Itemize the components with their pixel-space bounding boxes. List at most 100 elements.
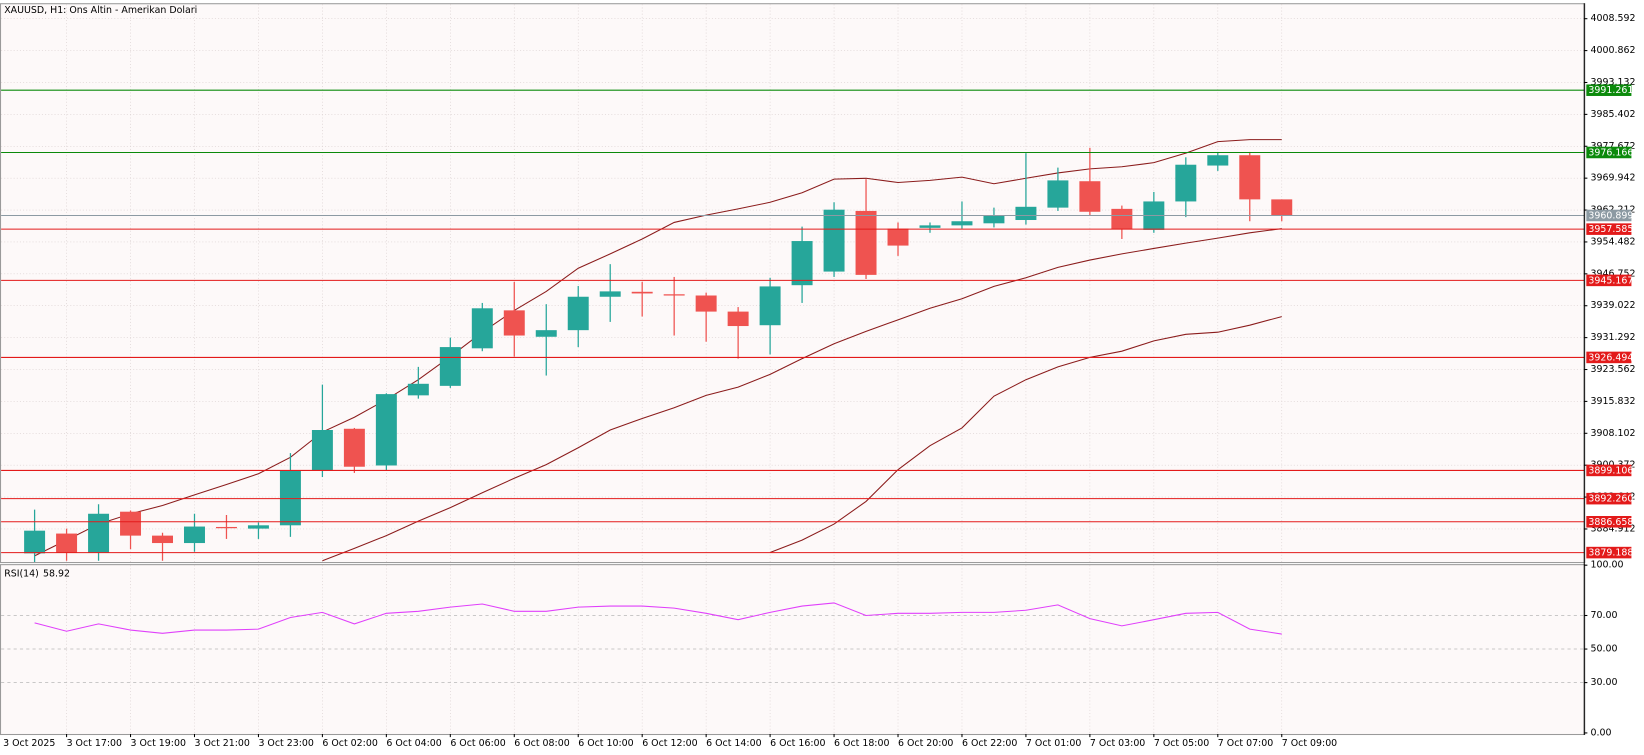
y-tick-label: 4000.862 [1591, 45, 1636, 56]
candle-body [471, 308, 493, 349]
y-tick-label: 30.00 [1591, 677, 1618, 688]
candle-body [56, 533, 78, 553]
level-label-box [1586, 351, 1632, 364]
y-tick-label: 70.00 [1591, 610, 1618, 621]
x-tick-label: 6 Oct 18:00 [834, 738, 889, 749]
rsi-title: RSI(14) 58.92 [4, 568, 70, 579]
level-label-box [1586, 274, 1632, 287]
candle-body [184, 526, 205, 544]
y-tick-label: 50.00 [1591, 644, 1618, 655]
y-tick-label: 3931.292 [1591, 332, 1636, 343]
level-label: 3945.167 [1588, 275, 1633, 286]
x-tick-label: 7 Oct 05:00 [1154, 738, 1209, 749]
level-label: 3957.585 [1588, 224, 1633, 235]
candle-body [1111, 208, 1133, 230]
candle-body [791, 241, 813, 286]
y-tick-label: 3884.912 [1591, 523, 1636, 534]
x-tick-label: 6 Oct 12:00 [642, 738, 697, 749]
x-tick-label: 6 Oct 06:00 [450, 738, 505, 749]
chart-title: XAUUSD, H1: Ons Altin - Amerikan Dolari [4, 5, 197, 16]
rsi-pane [0, 564, 1586, 736]
candle-body [727, 311, 749, 327]
axis-layer: 3 Oct 2025 3 Oct 17:00 3 Oct 19:00 3 Oct 21… [3, 3, 1635, 749]
level-label: 3899.106 [1588, 465, 1633, 476]
y-tick-label: 3977.672 [1591, 141, 1636, 152]
band-upper [34, 139, 1282, 557]
y-tick-label: 3939.022 [1591, 300, 1636, 311]
level-label: 3886.658 [1588, 517, 1633, 528]
x-tick-label: 6 Oct 08:00 [514, 738, 569, 749]
candle-body [535, 330, 557, 337]
x-tick-label: 3 Oct 21:00 [194, 738, 249, 749]
candle-body [887, 228, 909, 246]
candle-body [343, 428, 365, 467]
current-price-box [1586, 209, 1632, 222]
x-tick-label: 3 Oct 2025 [3, 738, 55, 749]
y-tick-label: 3915.832 [1591, 396, 1636, 407]
candle-body [1015, 206, 1037, 221]
y-tick-label: 3908.102 [1591, 428, 1636, 439]
candle-body [695, 295, 717, 312]
candle-body [759, 286, 781, 326]
rsi-line [34, 602, 1282, 635]
candle-body [1207, 155, 1229, 166]
band-middle [322, 228, 1282, 562]
y-tick-label: 3985.402 [1591, 109, 1636, 120]
x-tick-label: 6 Oct 22:00 [962, 738, 1017, 749]
y-tick-label: 0.00 [1591, 727, 1612, 738]
candle-body [855, 210, 877, 275]
level-label-box [1586, 516, 1632, 528]
level-label: 3892.260 [1588, 494, 1633, 505]
candle-body [1271, 199, 1293, 216]
x-tick-label: 6 Oct 10:00 [578, 738, 633, 749]
candle-body [311, 430, 333, 471]
level-label-box [1586, 546, 1632, 559]
price-layer [1, 89, 1585, 563]
candle-body [919, 225, 941, 228]
candle-body [88, 513, 110, 553]
current-price-label: 3960.899 [1588, 210, 1633, 221]
candle-body [823, 209, 845, 272]
candle-body [247, 525, 269, 529]
candle-body [24, 530, 46, 554]
candle-body [1047, 180, 1069, 208]
level-label-box [1586, 492, 1632, 505]
candle-body [1079, 181, 1101, 212]
candle-body [152, 535, 173, 544]
rsi-current-value: 58.92 [43, 568, 70, 579]
candle-body [407, 383, 429, 396]
y-tick-label: 3993.132 [1591, 77, 1636, 88]
x-tick-label: 6 Oct 16:00 [770, 738, 825, 749]
candle-body [1239, 155, 1261, 200]
candle-body [567, 296, 589, 331]
y-tick-label: 100.00 [1591, 560, 1624, 571]
candle-body [279, 470, 301, 526]
candle-body [983, 215, 1005, 224]
x-tick-label: 3 Oct 17:00 [67, 738, 122, 749]
x-tick-label: 6 Oct 04:00 [386, 738, 441, 749]
x-tick-label: 7 Oct 03:00 [1090, 738, 1145, 749]
y-tick-label: 3969.942 [1591, 173, 1636, 184]
level-label: 3926.494 [1588, 352, 1633, 363]
level-label-box [1586, 146, 1632, 159]
candle-body [663, 294, 685, 296]
candle-body [375, 394, 397, 466]
level-label-box [1586, 464, 1632, 477]
x-tick-label: 6 Oct 14:00 [706, 738, 761, 749]
candle-body [503, 310, 525, 336]
x-tick-label: 3 Oct 23:00 [258, 738, 313, 749]
candle-body [215, 526, 237, 529]
candle-body [439, 347, 461, 386]
candle-body [120, 511, 142, 536]
rsi-layer [34, 602, 1282, 635]
level-label-box [1586, 84, 1632, 96]
y-tick-label: 4008.592 [1591, 13, 1636, 24]
candle-body [599, 291, 621, 297]
x-tick-label: 7 Oct 09:00 [1282, 738, 1337, 749]
rsi-name: RSI(14) [4, 568, 39, 579]
x-tick-label: 3 Oct 19:00 [131, 738, 186, 749]
x-tick-label: 7 Oct 01:00 [1026, 738, 1081, 749]
level-label-box [1586, 223, 1632, 235]
y-tick-label: 3954.482 [1591, 236, 1636, 247]
